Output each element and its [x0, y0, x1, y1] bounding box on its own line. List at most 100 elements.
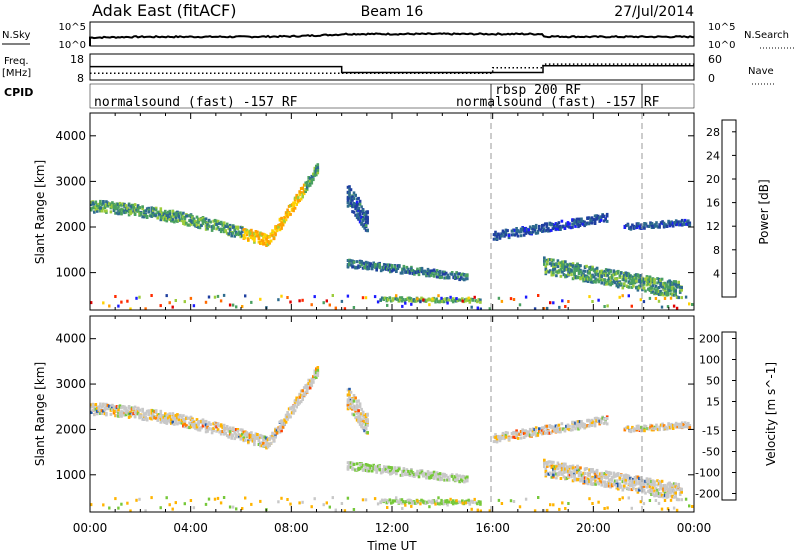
velocity-cell	[407, 473, 410, 476]
power-cell	[308, 179, 312, 183]
velocity-cell	[316, 374, 320, 377]
velocity-cell	[442, 502, 446, 506]
power-cell	[534, 231, 538, 235]
velocity-cell	[97, 407, 101, 411]
velocity-cell	[562, 462, 566, 466]
velocity-cell	[446, 503, 449, 507]
power-cell	[118, 201, 122, 205]
power-cell	[456, 272, 460, 276]
power-cell	[230, 234, 233, 238]
power-cell	[623, 282, 626, 286]
velocity-cell	[684, 497, 688, 501]
power-cell	[542, 229, 546, 233]
velocity-cell	[165, 414, 169, 418]
velocity-cell	[354, 396, 357, 400]
velocity-cell	[396, 469, 400, 473]
power-cell	[549, 301, 552, 305]
velocity-cell	[657, 492, 661, 495]
velocity-cell	[629, 479, 632, 483]
power-cell	[657, 277, 661, 281]
velocity-cell	[283, 422, 286, 426]
power-cell	[352, 191, 356, 195]
power-cell	[550, 228, 553, 232]
power-cell	[552, 265, 555, 269]
power-cell	[657, 299, 661, 303]
velocity-cell	[363, 420, 366, 423]
velocity-cell	[522, 429, 526, 433]
power-cell	[238, 230, 241, 234]
power-cell	[357, 215, 360, 219]
power-cell	[290, 208, 294, 212]
power-cell	[247, 230, 250, 234]
velocity-cell	[399, 498, 402, 502]
velocity-cell	[150, 408, 153, 412]
power-cell	[671, 287, 674, 291]
velocity-cell	[568, 428, 571, 432]
power-cell	[680, 286, 683, 289]
velocity-cell	[188, 416, 191, 420]
power-cell	[648, 289, 652, 292]
power-cell	[552, 262, 555, 266]
frequency-right-tick-high: 60	[708, 53, 722, 66]
velocity-cell	[99, 402, 102, 406]
power-cell	[606, 268, 609, 272]
power-cell	[513, 233, 517, 237]
velocity-cell	[395, 472, 398, 475]
velocity-cell	[556, 429, 559, 433]
power-cell	[112, 209, 116, 212]
velocity-cell	[463, 480, 466, 484]
power-cell	[167, 216, 170, 220]
velocity-cell	[121, 405, 125, 408]
velocity-cell	[533, 509, 537, 513]
velocity-cell	[569, 428, 573, 432]
power-cell	[310, 176, 314, 180]
power-cell	[383, 296, 387, 300]
velocity-cell	[355, 462, 359, 466]
velocity-cell	[180, 421, 184, 425]
power-cell	[500, 299, 504, 303]
power-cell	[358, 202, 362, 206]
velocity-cell	[390, 468, 394, 472]
velocity-cell	[653, 494, 656, 498]
power-cell	[259, 297, 262, 301]
power-cell	[653, 278, 656, 282]
frequency-left-label: Freq.	[4, 56, 29, 67]
power-cell	[624, 279, 628, 283]
power-cell	[352, 210, 356, 214]
velocity-cell	[567, 502, 570, 505]
velocity-cell	[399, 500, 402, 504]
velocity-cell	[422, 472, 425, 476]
velocity-cell	[94, 410, 98, 414]
velocity-cell	[647, 480, 650, 484]
velocity-cell	[566, 427, 570, 431]
velocity-cell	[182, 417, 185, 421]
x-tick-label: 08:00	[274, 521, 309, 535]
power-cell	[241, 234, 244, 238]
power-cell	[466, 273, 469, 277]
power-cell	[583, 277, 587, 281]
power-cell	[568, 225, 571, 229]
velocity-cell	[646, 427, 649, 431]
velocity-cell	[628, 429, 631, 433]
velocity-cell	[626, 474, 629, 478]
power-cell	[115, 207, 119, 211]
velocity-cell	[675, 498, 679, 502]
velocity-cell	[662, 487, 665, 491]
power-cell	[144, 214, 147, 217]
velocity-cell	[151, 414, 155, 418]
power-cell	[183, 220, 187, 224]
power-cell	[133, 213, 137, 216]
power-cell	[112, 202, 116, 206]
power-cell	[182, 222, 185, 225]
velocity-cell	[423, 471, 427, 475]
power-cell	[602, 219, 606, 223]
velocity-cell	[112, 408, 116, 412]
velocity-cell	[659, 491, 662, 495]
velocity-cell	[450, 473, 454, 477]
velocity-cell	[167, 419, 170, 422]
power-cell	[112, 206, 116, 210]
power-cell	[218, 221, 221, 225]
velocity-cell	[367, 469, 371, 473]
velocity-cell	[213, 425, 217, 429]
